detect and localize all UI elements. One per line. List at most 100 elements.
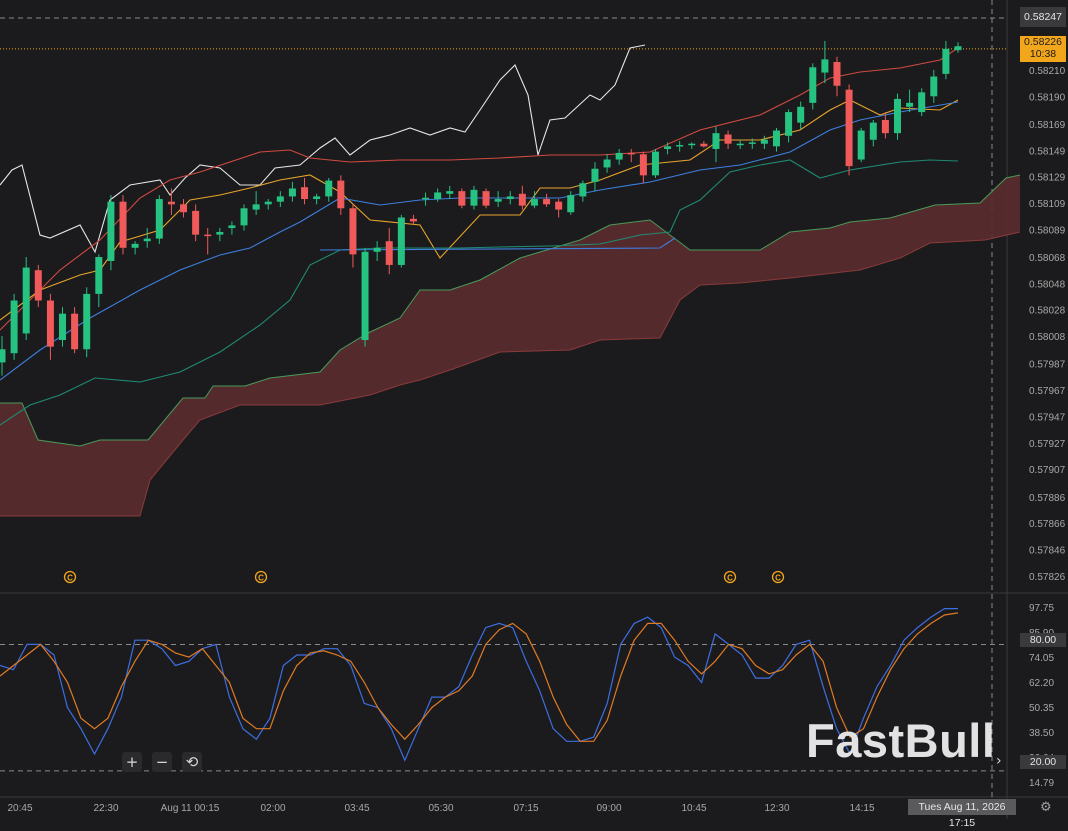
candle <box>676 145 684 147</box>
candle <box>59 313 67 341</box>
candle <box>797 106 805 123</box>
price-tick-label: 0.58129 <box>1029 173 1066 184</box>
candle <box>240 208 248 226</box>
event-marker-ring <box>63 570 77 584</box>
price-tick-label: 0.57846 <box>1029 546 1066 557</box>
stoch-tick-label: 97.75 <box>1029 603 1054 614</box>
candle <box>107 201 115 261</box>
reset-zoom-button[interactable]: ⟲ <box>182 752 202 772</box>
zoom-out-button[interactable]: − <box>152 752 172 772</box>
ichimoku-cloud <box>0 174 1021 517</box>
current-price-value: 0.58226 <box>1024 36 1062 48</box>
candle <box>361 251 369 341</box>
event-marker-letter: C <box>727 574 733 583</box>
candle <box>651 151 659 176</box>
candle <box>736 143 744 146</box>
event-marker-letter: C <box>67 574 73 583</box>
stoch-tick-label: 74.05 <box>1029 653 1054 664</box>
countdown-timer: 10:38 <box>1029 48 1057 60</box>
candle <box>10 300 18 354</box>
price-tick-label: 0.58149 <box>1029 146 1066 157</box>
candle <box>131 243 139 248</box>
candle <box>760 139 768 144</box>
time-tick-label: 20:45 <box>7 803 32 814</box>
candle <box>458 191 466 206</box>
candle <box>470 189 478 206</box>
candle <box>881 119 889 134</box>
price-axis[interactable]: 0.58210 0.58190 0.58169 0.58149 0.58129 0.581… <box>1029 66 1066 583</box>
candle <box>301 187 309 200</box>
crosshair-date-label: Tues Aug 11, 2026 17:15 <box>908 799 1016 829</box>
candle <box>83 293 91 350</box>
candle <box>180 204 188 213</box>
candle <box>555 201 563 210</box>
price-tick-label: 0.58048 <box>1029 279 1066 290</box>
candles <box>0 40 962 376</box>
candle <box>506 196 514 200</box>
candle <box>264 201 272 205</box>
time-tick-label: 07:15 <box>513 803 538 814</box>
price-tick-label: 0.58068 <box>1029 253 1066 264</box>
candle <box>639 154 647 176</box>
candle <box>918 92 926 113</box>
candle <box>603 159 611 168</box>
price-tick-label: 0.57866 <box>1029 519 1066 530</box>
candle <box>22 267 30 334</box>
candle <box>530 199 538 206</box>
candle <box>664 146 672 149</box>
candle <box>942 48 950 74</box>
current-price-badge: 0.58226 10:38 <box>1020 36 1066 62</box>
candle <box>627 152 635 155</box>
time-tick-label: 14:15 <box>849 803 874 814</box>
candle <box>748 142 756 144</box>
candle <box>954 46 962 51</box>
price-tick-label: 0.57907 <box>1029 465 1066 476</box>
candle <box>518 193 526 206</box>
time-tick-label: 12:30 <box>764 803 789 814</box>
stoch-d-line <box>0 612 959 742</box>
stoch-80-label: 80.00 <box>1020 633 1066 647</box>
candle <box>591 168 599 182</box>
candle <box>712 133 720 149</box>
price-tick-label: 0.58089 <box>1029 225 1066 236</box>
price-tick-label: 0.57886 <box>1029 493 1066 504</box>
candle <box>216 231 224 235</box>
candle <box>906 102 914 107</box>
price-tick-label: 0.58190 <box>1029 92 1066 103</box>
event-marker-icon: C <box>723 570 737 584</box>
price-tick-label: 0.57987 <box>1029 360 1066 371</box>
zoom-in-button[interactable]: + <box>122 752 142 772</box>
scroll-right-icon[interactable]: › <box>996 753 1002 769</box>
candle <box>71 313 79 350</box>
candle <box>930 76 938 97</box>
cloud-fill <box>0 175 1020 516</box>
stoch-tick-label: 38.50 <box>1029 728 1054 739</box>
event-marker-ring <box>723 570 737 584</box>
candle <box>325 180 333 197</box>
candle <box>397 217 405 265</box>
event-marker-ring <box>254 570 268 584</box>
candle <box>143 238 151 242</box>
candle <box>95 257 103 294</box>
candle <box>337 180 345 209</box>
time-tick-label: 02:00 <box>260 803 285 814</box>
event-marker-icon: C <box>254 570 268 584</box>
chikou-span <box>0 44 646 254</box>
candle <box>579 183 587 197</box>
time-axis[interactable]: 20:45 22:30 Aug 11 00:15 02:00 03:45 05:30 07:… <box>7 803 874 814</box>
candle <box>252 204 260 210</box>
candle <box>409 218 417 222</box>
time-tick-label: 22:30 <box>93 803 118 814</box>
settings-gear-icon[interactable]: ⚙ <box>1040 800 1052 815</box>
stoch-tick-label: 62.20 <box>1029 678 1054 689</box>
candle <box>288 188 296 197</box>
candle <box>857 130 865 160</box>
candle <box>785 112 793 136</box>
stoch-k-line <box>0 607 958 762</box>
candle <box>772 130 780 147</box>
candle <box>228 225 236 229</box>
candle <box>615 152 623 160</box>
time-tick-label: Aug 11 00:15 <box>161 803 220 814</box>
